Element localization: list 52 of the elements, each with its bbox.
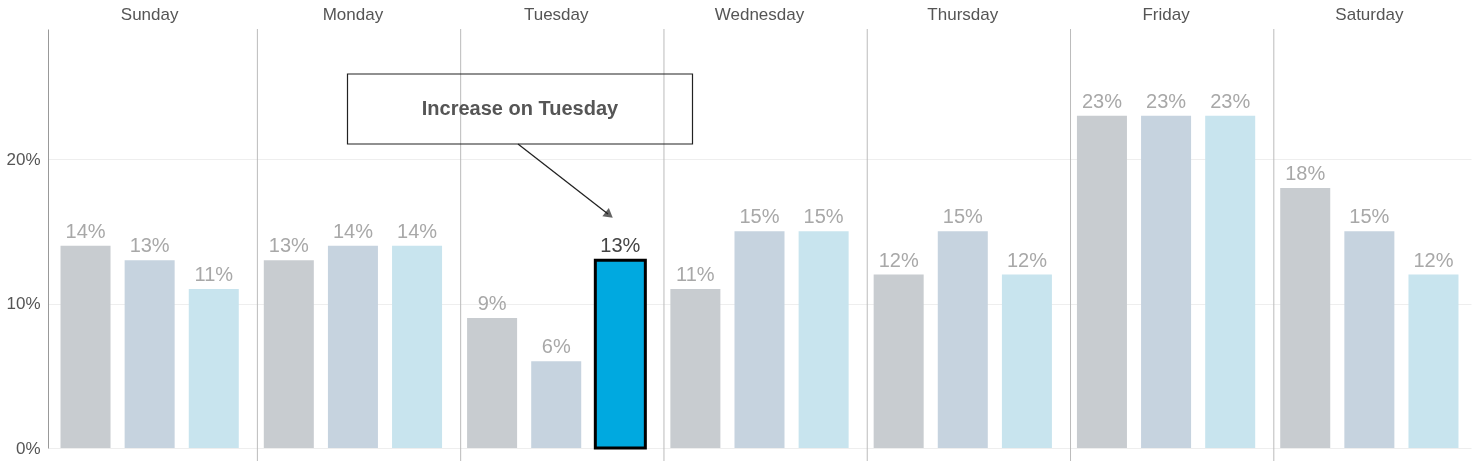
data-label: 13% bbox=[268, 234, 310, 257]
bar bbox=[1076, 115, 1127, 448]
annotation: Increase on Tuesday bbox=[421, 97, 620, 119]
data-label: 12% bbox=[878, 248, 919, 271]
x-tick-label: Thursday bbox=[927, 4, 999, 24]
bar bbox=[1205, 115, 1256, 448]
bar bbox=[1344, 231, 1395, 448]
data-label: 15% bbox=[1349, 205, 1390, 228]
y-tick-label: 10% bbox=[6, 294, 41, 314]
data-label: 18% bbox=[1285, 161, 1326, 184]
bar bbox=[670, 289, 721, 448]
bar bbox=[188, 289, 239, 448]
bar bbox=[327, 245, 378, 448]
data-label: 23% bbox=[1210, 89, 1251, 112]
bar bbox=[1141, 115, 1192, 448]
bar bbox=[1001, 274, 1052, 448]
data-label: 14% bbox=[332, 219, 374, 242]
data-label: 15% bbox=[739, 205, 780, 228]
bar bbox=[937, 231, 988, 448]
bar bbox=[873, 274, 924, 448]
y-tick-label: 0% bbox=[15, 438, 41, 458]
data-label: 14% bbox=[65, 219, 106, 242]
x-tick-label: Wednesday bbox=[714, 4, 805, 24]
data-label: 6% bbox=[541, 335, 571, 358]
x-tick-label: Monday bbox=[322, 4, 384, 24]
bar bbox=[60, 245, 111, 448]
y-tick-label: 20% bbox=[6, 149, 41, 169]
bar bbox=[263, 260, 314, 448]
bar bbox=[798, 231, 849, 448]
data-label: 14% bbox=[397, 219, 438, 242]
data-label: 12% bbox=[1413, 248, 1454, 271]
bar bbox=[124, 260, 175, 448]
bar bbox=[1280, 187, 1331, 448]
bar bbox=[467, 317, 518, 448]
x-tick-label: Tuesday bbox=[523, 4, 589, 24]
x-tick-label: Friday bbox=[1142, 4, 1191, 24]
bar bbox=[1408, 274, 1459, 448]
data-label: 23% bbox=[1081, 89, 1123, 112]
data-label: 11% bbox=[194, 263, 234, 286]
data-label: 11% bbox=[676, 263, 715, 286]
data-label: 12% bbox=[1006, 248, 1048, 271]
x-tick-label: Saturday bbox=[1335, 4, 1404, 24]
data-label: 9% bbox=[477, 291, 507, 314]
data-label: 15% bbox=[803, 205, 844, 228]
x-tick-label: Sunday bbox=[120, 4, 179, 24]
data-label: 13% bbox=[129, 234, 170, 257]
data-label: 15% bbox=[942, 205, 984, 228]
bar bbox=[531, 361, 582, 448]
data-label: 23% bbox=[1146, 89, 1187, 112]
bar bbox=[392, 245, 443, 448]
bar bbox=[734, 231, 785, 448]
data-label: 13% bbox=[600, 234, 641, 257]
